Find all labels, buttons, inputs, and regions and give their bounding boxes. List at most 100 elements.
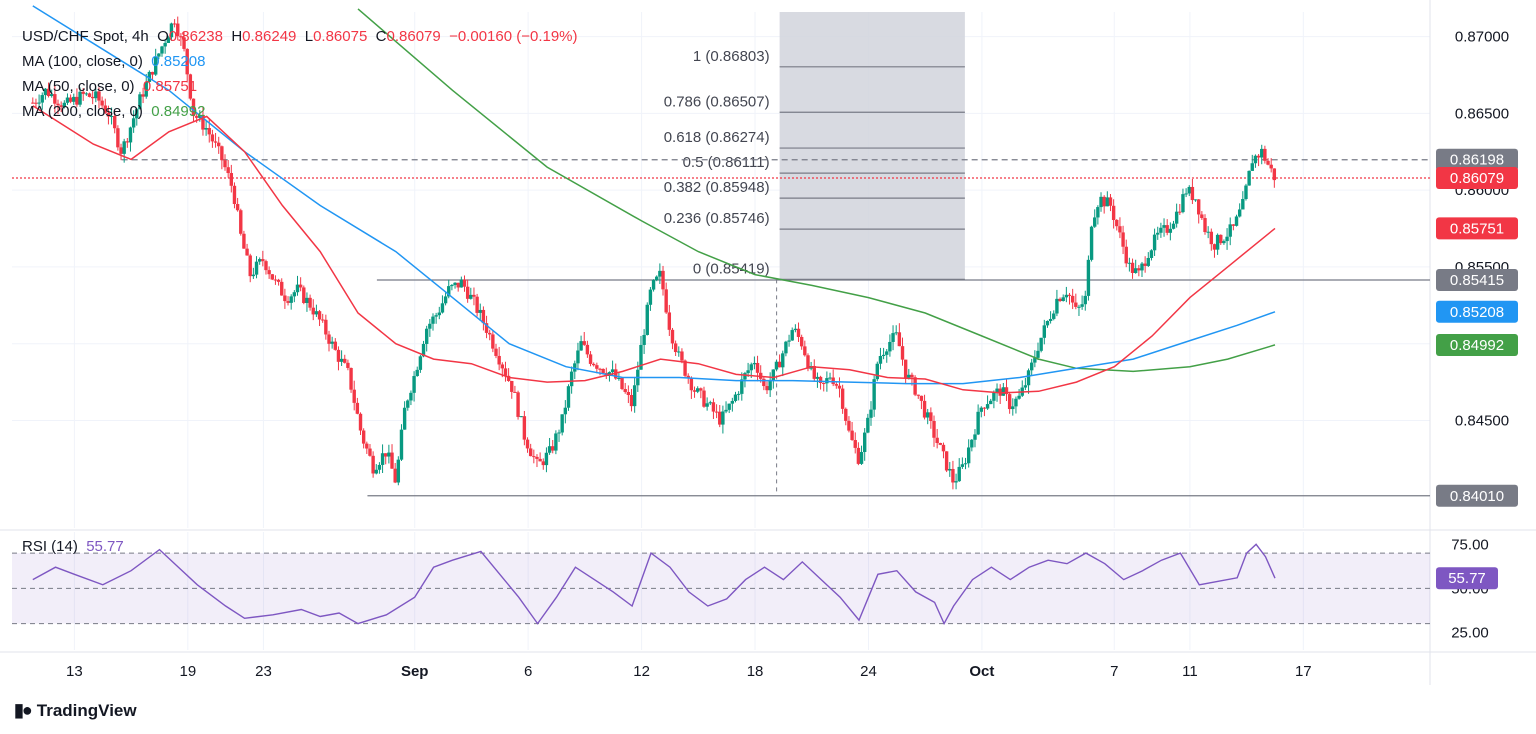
ma200-legend[interactable]: MA (200, close, 0) 0.84992 (22, 99, 578, 124)
candle-body (1115, 220, 1119, 227)
candle-body (850, 430, 854, 441)
candle-body (396, 459, 401, 483)
candle-body (913, 377, 917, 395)
candle-body (40, 95, 44, 103)
candle-body (985, 404, 990, 409)
candle-body (711, 402, 716, 412)
candle-body (573, 363, 577, 372)
time-tick-label: Sep (401, 663, 429, 680)
candle-body (932, 420, 936, 438)
price-label-text: 0.85208 (1450, 304, 1504, 321)
price-label-box (1436, 484, 1518, 507)
horizontal-levels[interactable] (12, 159, 1430, 497)
candle-body (72, 96, 76, 102)
candle-body (1215, 234, 1220, 250)
ma50-legend[interactable]: MA (50, close, 0) 0.85751 (22, 74, 578, 99)
tradingview-logo[interactable]: ▮● TradingView (14, 700, 137, 721)
candle-body (1253, 155, 1258, 164)
candle-body (1203, 218, 1207, 233)
candle-body (324, 319, 328, 335)
fib-level-label: 0.382 (0.85948) (664, 179, 770, 196)
candle-body (399, 429, 404, 460)
candle-body (689, 378, 694, 391)
candle-body (245, 248, 249, 256)
candle-body (113, 116, 117, 129)
candle-body (730, 400, 735, 404)
candle-body (632, 385, 637, 407)
candle-body (733, 394, 738, 401)
candle-body (1197, 199, 1201, 215)
time-axis[interactable]: 13 19 23 Sep 6 12 18 24 Oct 7 11 17 (66, 663, 1312, 680)
candle-body (1187, 186, 1191, 194)
candle-body (957, 466, 961, 482)
candle-body (453, 282, 457, 285)
candle-body (1105, 197, 1110, 207)
candle-body (298, 284, 303, 288)
candle-body (1219, 234, 1223, 244)
candle-body (591, 363, 596, 366)
candle-body (1042, 325, 1047, 338)
candle-body (254, 261, 259, 275)
candle-body (1137, 268, 1141, 271)
candle-body (1244, 185, 1248, 200)
candle-body (311, 307, 315, 315)
candle-body (1200, 214, 1204, 219)
candle-body (973, 434, 977, 440)
candle-body (503, 368, 508, 376)
candle-body (390, 452, 394, 469)
ma100-legend[interactable]: MA (100, close, 0) 0.85208 (22, 49, 578, 74)
candle-body (188, 74, 193, 99)
candle-body (796, 328, 801, 337)
candle-body (78, 91, 82, 105)
candle-body (862, 432, 867, 452)
candle-body (708, 402, 712, 404)
candle-body (840, 388, 845, 409)
candle-body (371, 455, 375, 474)
candle-body (702, 390, 706, 407)
candle-body (976, 411, 980, 435)
candle-body (579, 341, 583, 351)
candle-body (506, 375, 511, 381)
candle-body (774, 361, 779, 370)
fibonacci-retracement[interactable]: 1 (0.86803) 0.786 (0.86507) 0.618 (0.86274… (664, 12, 965, 495)
candle-body (881, 354, 886, 357)
price-label-text: 0.86198 (1450, 152, 1504, 169)
price-axis[interactable]: 0.870000.865000.860000.855000.850000.845… (1436, 29, 1518, 642)
candle-body (793, 328, 798, 331)
candle-body (787, 340, 791, 342)
candle-body (1260, 148, 1264, 158)
candle-body (223, 160, 227, 168)
candle-body (655, 276, 659, 281)
time-tick-label: 11 (1182, 663, 1198, 680)
candle-body (844, 408, 848, 421)
fib-zone (779, 12, 965, 280)
candle-body (1045, 320, 1050, 326)
rsi-line (32, 543, 1276, 626)
candle-body (1127, 262, 1132, 264)
rsi-legend[interactable]: RSI (14) 55.77 (22, 538, 124, 555)
candle-body (510, 380, 514, 392)
price-label-box (1436, 268, 1518, 291)
candle-body (1086, 259, 1091, 296)
candle-body (84, 93, 89, 95)
candle-body (1039, 337, 1043, 351)
candle-body (475, 296, 479, 313)
candle-body (172, 23, 177, 25)
candle-body (428, 323, 432, 329)
candle-body (1178, 211, 1182, 213)
symbol-title[interactable]: USD/CHF Spot, 4h (22, 28, 149, 45)
candle-body (954, 481, 958, 483)
candle-body (1064, 294, 1069, 298)
time-tick-label: Oct (969, 663, 994, 680)
candle-body (944, 451, 949, 471)
price-tick-label: 0.87000 (1455, 29, 1509, 46)
candle-body (749, 364, 753, 371)
candle-body (346, 362, 350, 368)
candle-body (163, 42, 167, 47)
candle-body (1250, 163, 1254, 171)
time-tick-label: 17 (1295, 663, 1312, 680)
candle-body (699, 388, 703, 391)
candle-body (1089, 226, 1094, 260)
candle-body (910, 374, 914, 378)
